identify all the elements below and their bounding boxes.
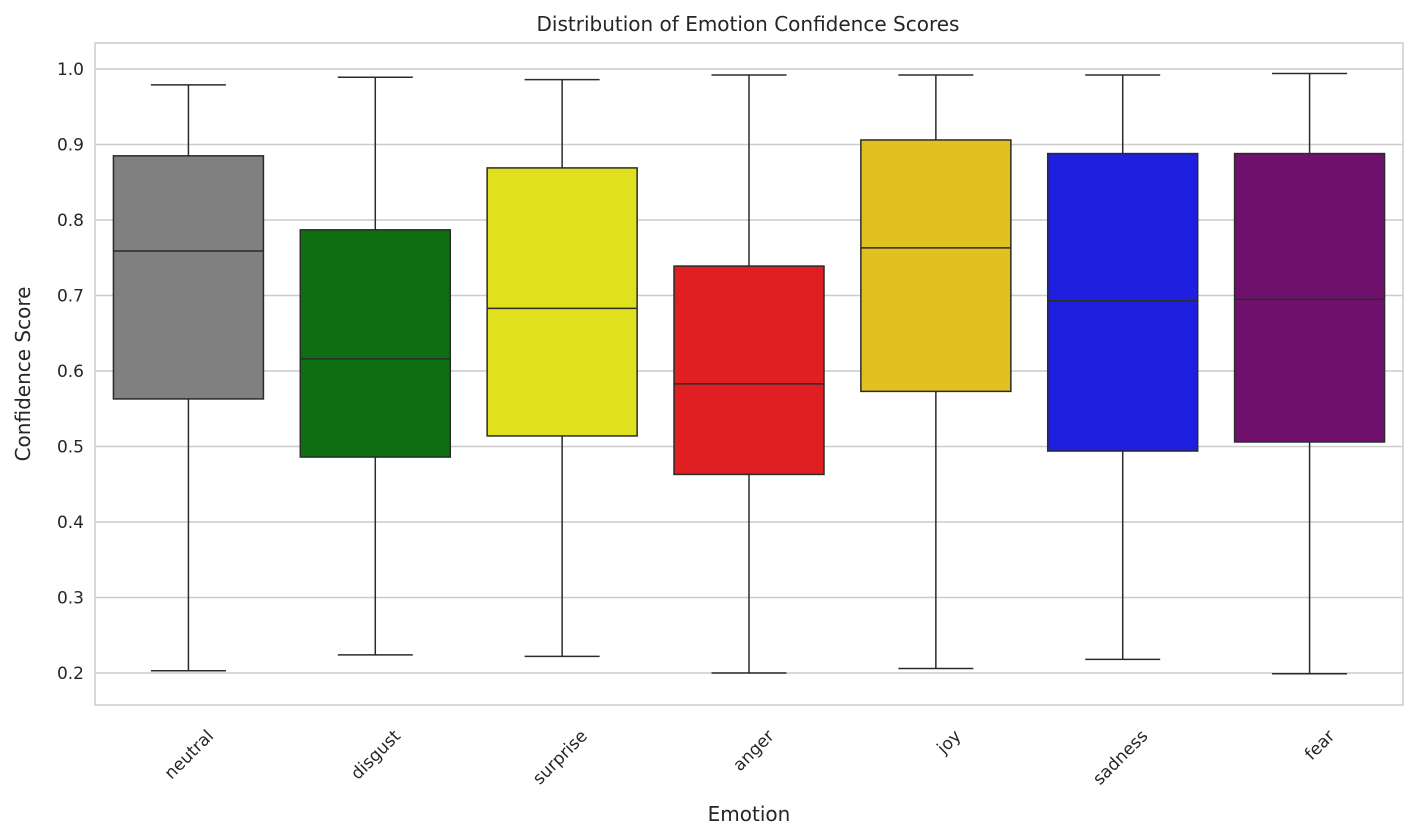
x-tick-labels: neutral disgust surprise anger joy sadness fea… [161, 726, 1339, 789]
boxes [112, 72, 1386, 675]
x-tick-label: joy [933, 726, 966, 759]
x-axis-label: Emotion [708, 802, 791, 826]
y-tick-label: 0.6 [57, 362, 84, 382]
y-tick-label: 0.9 [57, 136, 84, 156]
y-tick-label: 1.0 [57, 60, 84, 80]
box-disgust [299, 76, 452, 656]
x-tick-label: anger [729, 726, 778, 775]
y-axis-label: Confidence Score [11, 287, 35, 462]
iqr-box [112, 155, 265, 400]
box-anger [673, 74, 825, 674]
iqr-box [486, 167, 638, 437]
iqr-box [1046, 152, 1199, 452]
box-surprise [486, 78, 638, 658]
x-tick-label: surprise [529, 726, 592, 789]
iqr-box [860, 139, 1012, 393]
y-tick-label: 0.8 [57, 211, 84, 231]
box-joy [860, 74, 1012, 670]
chart-title: Distribution of Emotion Confidence Score… [537, 12, 960, 36]
iqr-box [673, 265, 825, 476]
box-fear [1233, 72, 1386, 675]
y-tick-label: 0.3 [57, 589, 84, 609]
x-tick-label: sadness [1089, 726, 1152, 789]
x-tick-label: disgust [347, 726, 405, 784]
x-tick-label: neutral [161, 726, 218, 783]
y-tick-label: 0.2 [57, 664, 84, 684]
y-tick-label: 0.7 [57, 287, 84, 307]
box-neutral [112, 84, 265, 672]
y-tick-label: 0.5 [57, 438, 84, 458]
y-tick-label: 0.4 [57, 513, 84, 533]
box-sadness [1046, 74, 1199, 661]
x-tick-label: fear [1301, 726, 1339, 764]
iqr-box [299, 229, 452, 458]
y-tick-labels: 0.2 0.3 0.4 0.5 0.6 0.7 0.8 0.9 1.0 [57, 60, 84, 684]
iqr-box [1233, 152, 1386, 443]
